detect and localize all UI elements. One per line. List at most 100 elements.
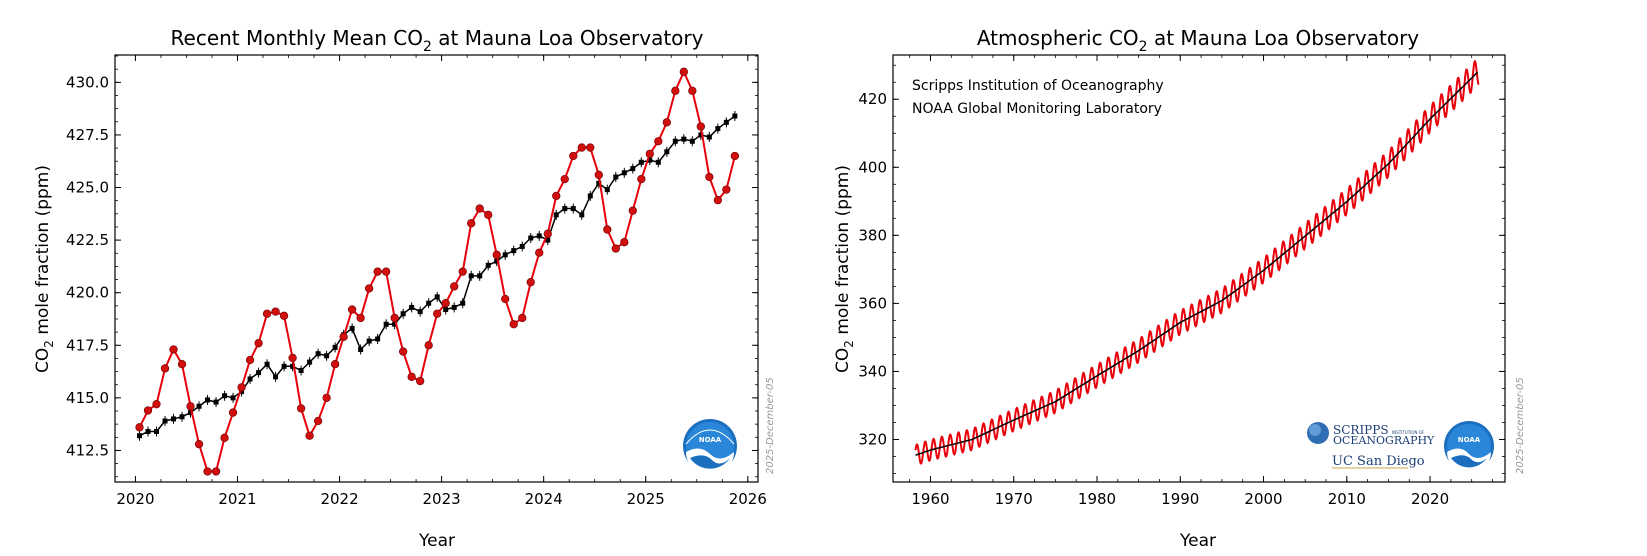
monthly-mean-point [177, 360, 187, 369]
noaa-logo-icon: NOAA [683, 419, 737, 476]
trend-point [485, 262, 491, 268]
trend-point [375, 336, 381, 342]
trend-point [298, 368, 304, 374]
trend-point [256, 370, 262, 376]
monthly-mean-point [288, 353, 297, 363]
trend-point [366, 338, 372, 344]
monthly-mean-point [696, 122, 705, 131]
monthly-mean-point [577, 143, 586, 152]
monthly-mean-point [467, 219, 476, 228]
left-x-tick-label: 2023 [423, 490, 461, 508]
monthly-mean-point [322, 393, 331, 403]
trend-point [205, 397, 211, 403]
trend-point [179, 414, 185, 420]
trend-point [154, 429, 160, 435]
monthly-mean-line [914, 60, 1480, 465]
trend-point [434, 294, 440, 300]
trend-point [443, 307, 449, 313]
trend-point [400, 311, 406, 317]
monthly-mean-point [620, 238, 629, 247]
chart-title: Atmospheric CO2 at Mauna Loa Observatory [977, 26, 1419, 55]
monthly-mean-point [347, 305, 357, 314]
left-y-tick-label: 425.0 [66, 179, 109, 197]
annotation-scripps: Scripps Institution of Oceanography [912, 78, 1164, 94]
monthly-mean-point [637, 174, 646, 184]
left-x-tick-label: 2024 [525, 490, 563, 508]
trend-point [723, 119, 729, 125]
right-y-tick-label: 360 [858, 294, 887, 312]
trend-point [553, 212, 559, 218]
monthly-mean-point [211, 467, 221, 476]
trend-point [332, 344, 338, 350]
right-x-tick-label: 2010 [1328, 490, 1366, 508]
y-axis-label: CO2 mole fraction (ppm) [833, 165, 856, 373]
monthly-mean-point [194, 439, 204, 449]
trend-point [162, 418, 168, 424]
trend-point [502, 252, 508, 258]
monthly-mean-point [143, 406, 153, 415]
monthly-mean-point [586, 143, 595, 152]
monthly-mean-point [416, 376, 425, 386]
monthly-mean-point [688, 86, 697, 95]
monthly-mean-point [228, 408, 238, 417]
trend-point [494, 258, 500, 264]
noaa-logo-icon: NOAA [1444, 421, 1494, 474]
monthly-mean-point [373, 267, 382, 276]
trend-point [324, 353, 330, 359]
monthly-mean-line [138, 69, 736, 473]
trend-point [545, 237, 551, 243]
monthly-mean-point [552, 191, 561, 201]
trend-point [188, 410, 194, 416]
monthly-mean-point [254, 339, 263, 348]
left-x-tick-label: 2021 [218, 490, 256, 508]
monthly-mean-point [450, 282, 459, 291]
trend-point [213, 399, 219, 405]
monthly-mean-point [705, 172, 714, 182]
trend-point [281, 363, 287, 369]
monthly-mean-point [501, 294, 510, 304]
trend-point [511, 248, 517, 254]
left-x-tick-label: 2026 [729, 490, 767, 508]
monthly-mean-point [713, 195, 723, 205]
left-y-tick-label: 430.0 [66, 73, 109, 91]
monthly-mean-point [399, 347, 408, 356]
trend-point [519, 243, 525, 249]
trend-point [706, 134, 712, 140]
left-x-tick-label: 2022 [320, 490, 358, 508]
monthly-mean-point [305, 431, 314, 440]
monthly-mean-point [543, 229, 552, 238]
monthly-mean-point [433, 309, 442, 318]
trend-point [655, 159, 661, 165]
trend-point [222, 393, 228, 399]
monthly-mean-point [671, 86, 680, 95]
trend-point [307, 359, 313, 365]
noaa-logo-text: NOAA [699, 436, 722, 444]
left-y-tick-label: 415.0 [66, 389, 109, 407]
trend-point [460, 300, 466, 306]
trend-point [171, 416, 177, 422]
trend-point [264, 361, 270, 367]
monthly-mean-point [475, 204, 484, 213]
right-x-tick-label: 1970 [995, 490, 1033, 508]
trend-point [570, 206, 576, 212]
trend-point [587, 193, 593, 199]
trend-point [664, 149, 670, 155]
monthly-mean-point [381, 267, 391, 276]
monthly-mean-point [484, 210, 493, 220]
monthly-mean-point [535, 248, 544, 257]
monthly-mean-point [135, 423, 144, 432]
noaa-logo-text: NOAA [1458, 436, 1481, 444]
right-x-tick-label: 1980 [1078, 490, 1116, 508]
trend-point [383, 321, 389, 327]
monthly-mean-point [160, 364, 170, 373]
recent-co2-chart: Recent Monthly Mean CO2 at Mauna Loa Obs… [33, 26, 776, 551]
trend-point [451, 304, 457, 310]
trend-point [477, 273, 483, 279]
monthly-mean-point [628, 206, 637, 215]
x-axis-label: Year [418, 531, 455, 551]
trend-point [239, 389, 245, 395]
scripps-logo-text: SCRIPPS [1333, 423, 1389, 437]
right-x-tick-label: 1990 [1161, 490, 1199, 508]
right-x-tick-label: 1960 [911, 490, 949, 508]
